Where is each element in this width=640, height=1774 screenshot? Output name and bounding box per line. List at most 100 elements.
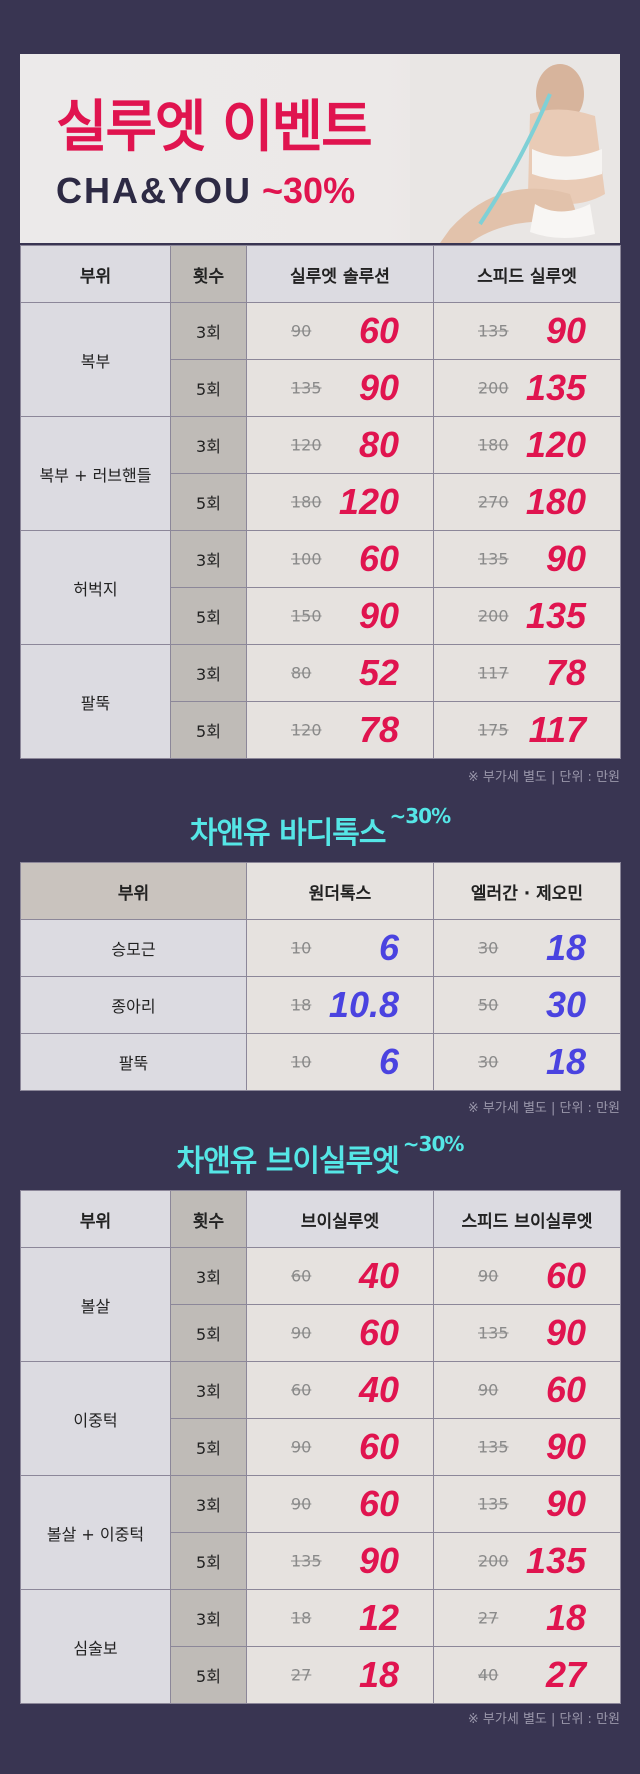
original-price: 18	[291, 995, 312, 1015]
price-cell-a: 80 52	[246, 644, 434, 702]
price-cell-a: 150 90	[246, 587, 434, 645]
header-product-a: 원더톡스	[246, 862, 434, 920]
vsilhouette-title-text: 차앤유 브이실루엣	[176, 1144, 400, 1179]
price-cell-a: 100 60	[246, 530, 434, 588]
price-cell-b: 90 60	[433, 1361, 621, 1419]
count-cell: 5회	[170, 1532, 247, 1590]
header-part: 부위	[20, 862, 247, 920]
table-row: 5회 90 60 135 90	[21, 1418, 621, 1476]
sale-price: 60	[358, 1426, 399, 1467]
original-price: 135	[478, 1323, 509, 1343]
price-cell-b: 200 135	[433, 587, 621, 645]
table-row: 5회 180 120 270 180	[21, 473, 621, 531]
price-cell-a: 120 80	[246, 416, 434, 474]
sale-price: 60	[358, 310, 399, 351]
original-price: 135	[478, 321, 509, 341]
table-row: 승모근 10 6 30 18	[20, 919, 621, 977]
table-row: 복부 3회 90 60 135 90	[20, 302, 621, 417]
sale-price: 90	[358, 595, 399, 636]
header-product-b: 스피드 브이실루엣	[433, 1190, 621, 1248]
price-cell-a: 90 60	[246, 1304, 434, 1362]
original-price: 50	[478, 995, 499, 1015]
original-price: 270	[478, 492, 509, 512]
price-cell-a: 60 40	[246, 1361, 434, 1419]
price-cell-b: 50 30	[433, 976, 621, 1034]
bodytox-title-text: 차앤유 바디톡스	[189, 816, 387, 851]
part-cell: 종아리	[20, 976, 247, 1034]
table-row: 팔뚝 10 6 30 18	[20, 1033, 621, 1091]
silhouette-price-table: 부위 횟수 실루엣 솔루션 스피드 실루엣 복부 3회 90 60 135 90 5…	[20, 245, 621, 759]
price-cell-a: 18 10.8	[246, 976, 434, 1034]
sale-price: 40	[358, 1255, 399, 1296]
header-product-b: 스피드 실루엣	[433, 245, 621, 303]
price-cell-a: 10 6	[246, 1033, 434, 1091]
sale-price: 27	[545, 1654, 586, 1695]
original-price: 175	[478, 720, 509, 740]
sale-price: 90	[358, 367, 399, 408]
sale-price: 135	[525, 595, 586, 636]
banner-title: 실루엣 이벤트	[56, 95, 373, 160]
table-row: 종아리 18 10.8 50 30	[20, 976, 621, 1034]
original-price: 135	[478, 1494, 509, 1514]
sale-price: 40	[358, 1369, 399, 1410]
sale-price: 135	[525, 1540, 586, 1581]
part-cell: 심술보	[20, 1589, 171, 1704]
sale-price: 135	[525, 367, 586, 408]
sale-price: 80	[358, 424, 399, 465]
price-cell-b: 135 90	[433, 530, 621, 588]
bodytox-title: 차앤유 바디톡스 ~30%	[0, 804, 640, 852]
sale-price: 90	[358, 1540, 399, 1581]
header-part: 부위	[20, 1190, 171, 1248]
table-row: 볼살 + 이중턱 3회 90 60 135 90	[20, 1475, 621, 1590]
vsilhouette-discount: ~30%	[402, 1132, 465, 1156]
price-cell-b: 135 90	[433, 1475, 621, 1533]
original-price: 60	[291, 1266, 312, 1286]
original-price: 40	[478, 1665, 499, 1685]
price-cell-a: 60 40	[246, 1247, 434, 1305]
table-row: 볼살 3회 60 40 90 60	[20, 1247, 621, 1362]
count-cell: 5회	[170, 1646, 247, 1704]
price-cell-a: 27 18	[246, 1646, 434, 1704]
header-count: 횟수	[170, 1190, 247, 1248]
price-cell-a: 18 12	[246, 1589, 434, 1647]
original-price: 90	[291, 321, 312, 341]
part-cell: 복부 + 러브핸들	[20, 416, 171, 531]
banner-brand: CHA&YOU	[56, 170, 253, 211]
price-cell-b: 90 60	[433, 1247, 621, 1305]
count-cell: 3회	[170, 644, 247, 702]
price-cell-b: 175 117	[433, 701, 621, 759]
original-price: 180	[478, 435, 509, 455]
table-row: 복부 + 러브핸들 3회 120 80 180 120	[20, 416, 621, 531]
count-cell: 5회	[170, 1418, 247, 1476]
price-cell-a: 135 90	[246, 1532, 434, 1590]
price-cell-b: 200 135	[433, 1532, 621, 1590]
sale-price: 10.8	[328, 984, 399, 1025]
count-cell: 3회	[170, 416, 247, 474]
original-price: 30	[478, 1052, 499, 1072]
table-row: 5회 120 78 175 117	[21, 701, 621, 759]
part-cell: 팔뚝	[20, 644, 171, 759]
sale-price: 60	[358, 1483, 399, 1524]
event-banner: 실루엣 이벤트 CHA&YOU ~30%	[20, 54, 620, 243]
price-cell-b: 135 90	[433, 1418, 621, 1476]
banner-discount: ~30%	[262, 170, 356, 211]
price-cell-b: 200 135	[433, 359, 621, 417]
table3-note: ※ 부가세 별도 | 단위 : 만원	[467, 1712, 620, 1727]
sale-price: 120	[338, 481, 399, 522]
part-cell: 이중턱	[20, 1361, 171, 1476]
table-row: 5회 27 18 40 27	[21, 1646, 621, 1704]
sale-price: 120	[525, 424, 586, 465]
table-row: 5회 135 90 200 135	[21, 359, 621, 417]
original-price: 30	[478, 938, 499, 958]
sale-price: 117	[528, 709, 586, 750]
sale-price: 52	[358, 652, 399, 693]
price-cell-a: 90 60	[246, 1418, 434, 1476]
count-cell: 5회	[170, 473, 247, 531]
price-cell-a: 135 90	[246, 359, 434, 417]
price-cell-b: 117 78	[433, 644, 621, 702]
sale-price: 90	[545, 1426, 586, 1467]
price-cell-b: 30 18	[433, 919, 621, 977]
count-cell: 3회	[170, 530, 247, 588]
vsilhouette-title: 차앤유 브이실루엣 ~30%	[0, 1132, 640, 1180]
table-row: 팔뚝 3회 80 52 117 78	[20, 644, 621, 759]
